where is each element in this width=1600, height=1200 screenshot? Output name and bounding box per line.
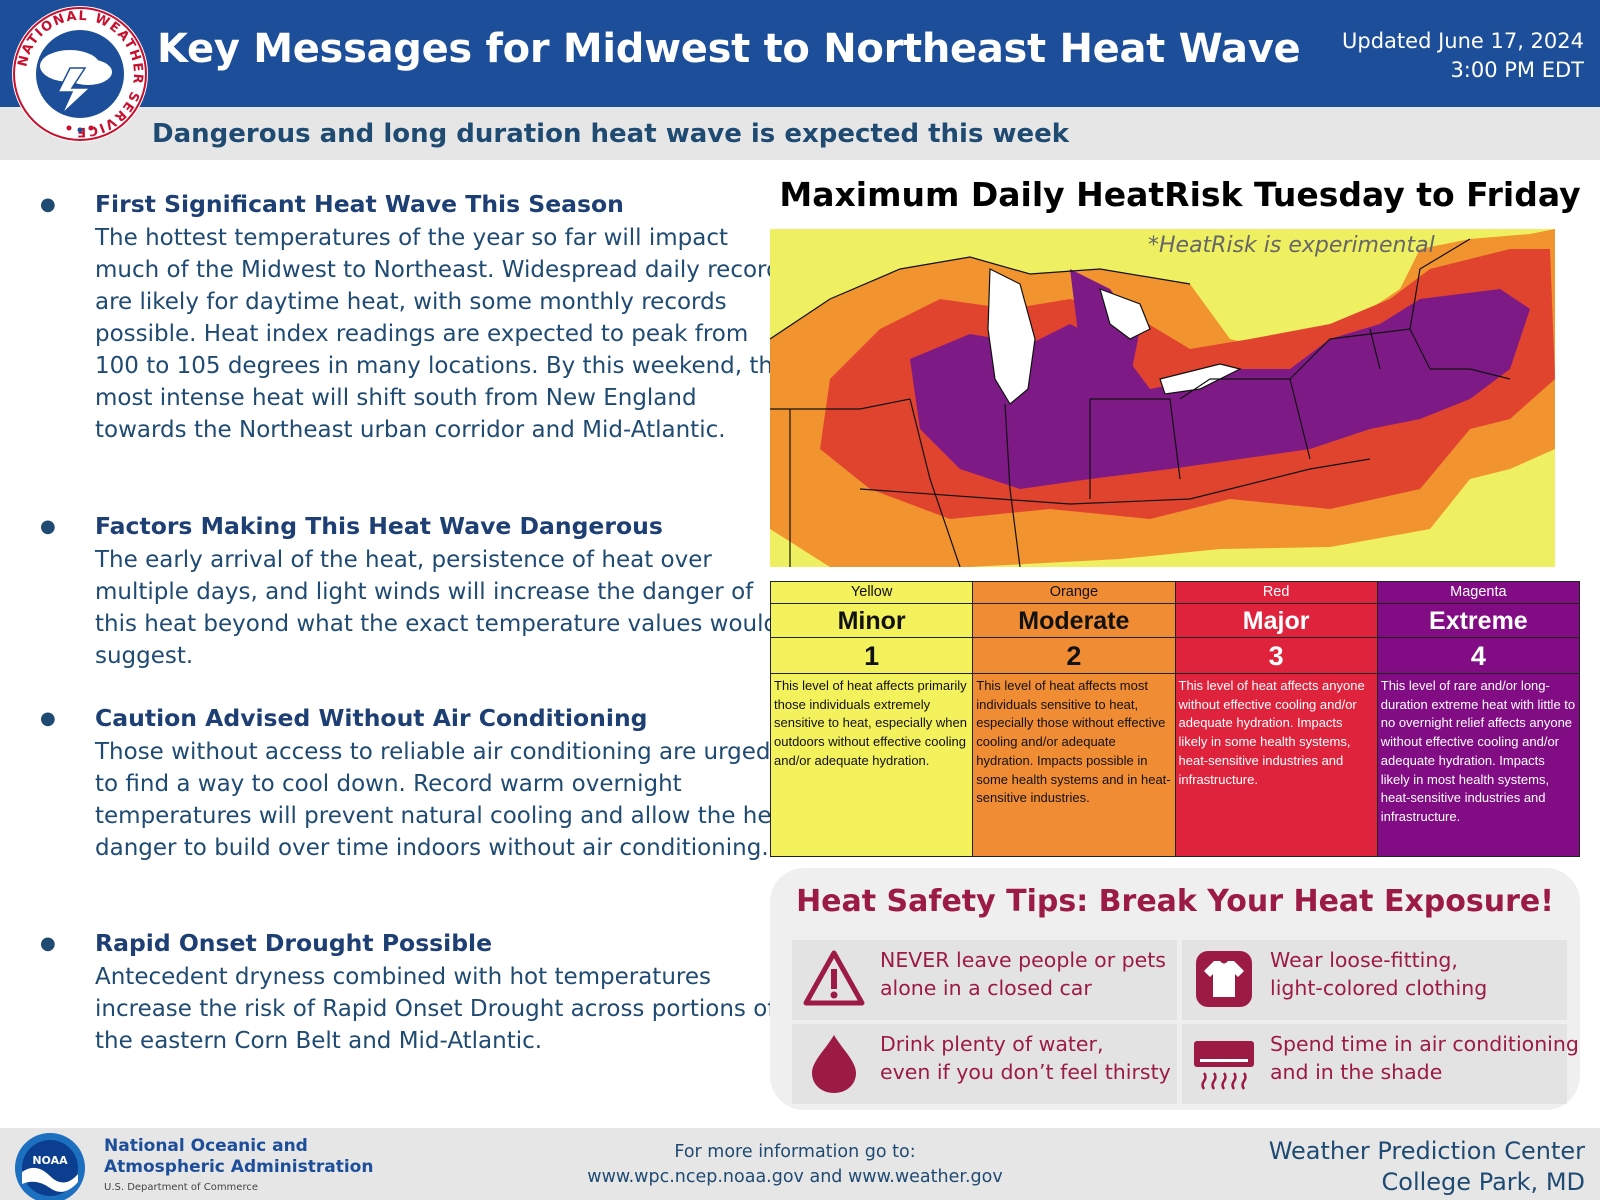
nws-logo-icon: NATIONAL WEATHER SERVICE	[12, 6, 148, 142]
tip-line: and in the shade	[1270, 1060, 1443, 1084]
footer-bar: NOAA National Oceanic and Atmospheric Ad…	[0, 1128, 1600, 1200]
bullet-dot: ●	[40, 516, 56, 537]
risk-color-name: Red	[1262, 584, 1290, 600]
tip-line: Spend time in air conditioning	[1270, 1032, 1579, 1056]
air-conditioner-icon	[1194, 1041, 1254, 1090]
noaa-name-line: National Oceanic and	[104, 1136, 308, 1156]
tip-air-conditioning: Spend time in air conditioning and in th…	[1182, 1024, 1579, 1104]
risk-level-minor: Yellow Minor 1 This level of heat affect…	[771, 582, 974, 856]
more-info-text: For more information go to: www.wpc.ncep…	[560, 1140, 1030, 1190]
tip-car: NEVER leave people or pets alone in a cl…	[792, 940, 1177, 1020]
wpc-location: College Park, MD	[1381, 1168, 1585, 1196]
risk-level-moderate: Orange Moderate 2 This level of heat aff…	[973, 582, 1176, 856]
bullet-text: The hottest temperatures of the year so …	[95, 225, 793, 443]
tip-line: NEVER leave people or pets	[880, 948, 1166, 972]
risk-label: Minor	[771, 603, 973, 637]
header-banner: Key Messages for Midwest to Northeast He…	[0, 0, 1600, 107]
risk-label: Major	[1175, 603, 1377, 637]
page-title: Key Messages for Midwest to Northeast He…	[157, 26, 1301, 72]
bullet-dot: ●	[40, 708, 56, 729]
tip-line: even if you don’t feel thirsty	[880, 1060, 1171, 1084]
risk-color-name: Yellow	[850, 584, 893, 600]
risk-description: This level of heat affects anyone withou…	[1178, 678, 1365, 787]
warning-icon	[803, 950, 865, 1006]
heat-safety-tips-panel: Heat Safety Tips: Break Your Heat Exposu…	[770, 868, 1580, 1110]
tip-text: Spend time in air conditioning and in th…	[1270, 1030, 1579, 1086]
heatrisk-map	[770, 229, 1555, 567]
tips-title: Heat Safety Tips: Break Your Heat Exposu…	[796, 884, 1554, 919]
risk-label: Extreme	[1377, 603, 1579, 637]
tip-water: Drink plenty of water, even if you don’t…	[792, 1024, 1177, 1104]
tip-line: Drink plenty of water,	[880, 1032, 1104, 1056]
risk-description: This level of rare and/or long-duration …	[1380, 678, 1576, 824]
page-subtitle: Dangerous and long duration heat wave is…	[152, 119, 1070, 149]
tip-clothing: Wear loose-fitting, light-colored clothi…	[1182, 940, 1567, 1020]
noaa-name: National Oceanic and Atmospheric Adminis…	[104, 1136, 373, 1178]
risk-color-name: Magenta	[1450, 584, 1507, 600]
risk-color-name: Orange	[1049, 584, 1099, 600]
shirt-icon	[1196, 951, 1252, 1007]
risk-label: Moderate	[973, 603, 1175, 637]
more-info-links[interactable]: www.wpc.ncep.noaa.gov and www.weather.go…	[587, 1167, 1003, 1187]
tip-line: light-colored clothing	[1270, 976, 1488, 1000]
bullet-dot: ●	[40, 933, 56, 954]
updated-time: 3:00 PM EDT	[1450, 58, 1584, 82]
risk-description: This level of heat affects most individu…	[976, 678, 1171, 806]
wpc-credit: Weather Prediction Center College Park, …	[1269, 1136, 1585, 1198]
more-info-line: For more information go to:	[674, 1142, 916, 1162]
bullet-heading: Rapid Onset Drought Possible	[95, 929, 493, 957]
risk-level-extreme: Magenta Extreme 4 This level of rare and…	[1377, 582, 1579, 856]
tip-text: Drink plenty of water, even if you don’t…	[880, 1030, 1171, 1086]
water-drop-icon	[812, 1035, 856, 1093]
updated-timestamp: Updated June 17, 2024 3:00 PM EDT	[1342, 27, 1584, 85]
subheader-bar: Dangerous and long duration heat wave is…	[0, 107, 1600, 160]
bullet-heading: First Significant Heat Wave This Season	[95, 190, 624, 218]
bullet-dot: ●	[40, 194, 56, 215]
risk-number: 4	[1377, 637, 1579, 674]
bullet-text: The early arrival of the heat, persisten…	[95, 547, 779, 669]
map-note: *HeatRisk is experimental	[1148, 233, 1435, 258]
noaa-logo-icon: NOAA	[15, 1133, 85, 1200]
risk-description: This level of heat affects primarily tho…	[774, 678, 967, 768]
risk-level-major: Red Major 3 This level of heat affects a…	[1175, 582, 1378, 856]
map-title: Maximum Daily HeatRisk Tuesday to Friday	[779, 175, 1581, 214]
svg-text:NOAA: NOAA	[32, 1154, 68, 1167]
noaa-department: U.S. Department of Commerce	[104, 1182, 258, 1193]
tip-text: NEVER leave people or pets alone in a cl…	[880, 946, 1166, 1002]
risk-number: 1	[771, 637, 973, 674]
noaa-name-line: Atmospheric Administration	[104, 1157, 374, 1177]
risk-number: 2	[973, 637, 1175, 674]
bullet-text: Antecedent dryness combined with hot tem…	[95, 964, 776, 1054]
wpc-name: Weather Prediction Center	[1268, 1137, 1585, 1165]
updated-date: Updated June 17, 2024	[1342, 29, 1584, 53]
bullet-text: Those without access to reliable air con…	[95, 739, 795, 861]
tip-text: Wear loose-fitting, light-colored clothi…	[1270, 946, 1487, 1002]
tip-line: Wear loose-fitting,	[1270, 948, 1458, 972]
bullet-heading: Factors Making This Heat Wave Dangerous	[95, 512, 663, 540]
bullet-heading: Caution Advised Without Air Conditioning	[95, 704, 648, 732]
tip-line: alone in a closed car	[880, 976, 1092, 1000]
heatrisk-legend-table: Yellow Minor 1 This level of heat affect…	[770, 581, 1580, 857]
risk-number: 3	[1175, 637, 1377, 674]
